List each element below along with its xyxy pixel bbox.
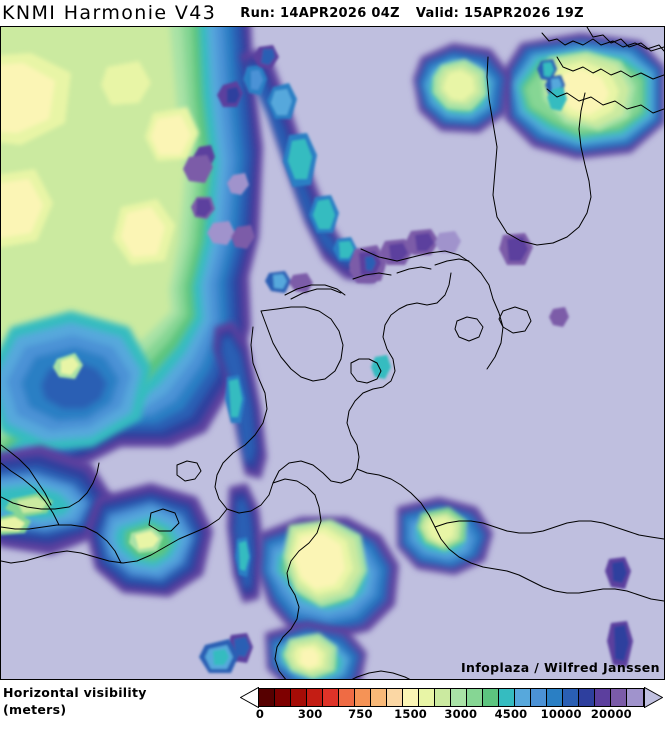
- colorbar-swatch: [515, 689, 531, 706]
- colorbar-tick: 0: [255, 707, 265, 721]
- colorbar-swatch: [547, 689, 563, 706]
- colorbar-swatch: [451, 689, 467, 706]
- legend-title-line1: Horizontal visibility: [3, 685, 147, 700]
- visibility-field: [1, 27, 664, 679]
- attribution-text: Infoplaza / Wilfred Janssen: [460, 660, 660, 675]
- run-timestamp: Run: 14APR2026 04Z: [240, 5, 400, 21]
- colorbar-swatch: [307, 689, 323, 706]
- colorbar-swatch: [595, 689, 611, 706]
- legend-title-line2: (meters): [3, 702, 67, 717]
- colorbar-swatch: [371, 689, 387, 706]
- colorbar: 0 300 750 1500 3000 4500 10000 20000: [240, 687, 663, 728]
- page-title: KNMI Harmonie V43: [2, 2, 217, 24]
- colorbar-swatch: [531, 689, 547, 706]
- colorbar-swatch: [419, 689, 435, 706]
- colorbar-swatch: [435, 689, 451, 706]
- colorbar-tick: 20000: [590, 707, 632, 721]
- colorbar-swatch: [611, 689, 627, 706]
- colorbar-tick: 300: [297, 707, 323, 721]
- header-bar: KNMI Harmonie V43 Run: 14APR2026 04Z Val…: [0, 0, 665, 26]
- colorbar-swatch: [467, 689, 483, 706]
- colorbar-swatch: [563, 689, 579, 706]
- colorbar-swatch: [355, 689, 371, 706]
- colorbar-tick: 1500: [394, 707, 427, 721]
- colorbar-swatch: [275, 689, 291, 706]
- colorbar-swatch: [579, 689, 595, 706]
- colorbar-right-arrow-icon: [644, 687, 663, 708]
- colorbar-swatch: [259, 689, 275, 706]
- valid-timestamp: Valid: 15APR2026 19Z: [415, 5, 584, 21]
- colorbar-tick: 750: [348, 707, 373, 721]
- colorbar-swatches: [258, 688, 644, 707]
- colorbar-tick-labels: 0 300 750 1500 3000 4500 10000 20000: [255, 707, 642, 723]
- colorbar-swatch: [403, 689, 419, 706]
- colorbar-tick: 10000: [540, 707, 582, 721]
- colorbar-left-arrow-icon: [240, 687, 259, 708]
- colorbar-tick: 4500: [494, 707, 528, 721]
- colorbar-swatch: [291, 689, 307, 706]
- colorbar-swatch: [339, 689, 355, 706]
- colorbar-tick: 3000: [444, 707, 478, 721]
- colorbar-swatch: [627, 689, 643, 706]
- legend-panel: Horizontal visibility (meters) 0 300 750 15…: [0, 680, 665, 735]
- colorbar-swatch: [499, 689, 515, 706]
- colorbar-swatch: [387, 689, 403, 706]
- legend-title: Horizontal visibility (meters): [3, 684, 147, 718]
- colorbar-swatch: [323, 689, 339, 706]
- forecast-map[interactable]: Infoplaza / Wilfred Janssen: [0, 26, 665, 680]
- colorbar-swatch: [483, 689, 499, 706]
